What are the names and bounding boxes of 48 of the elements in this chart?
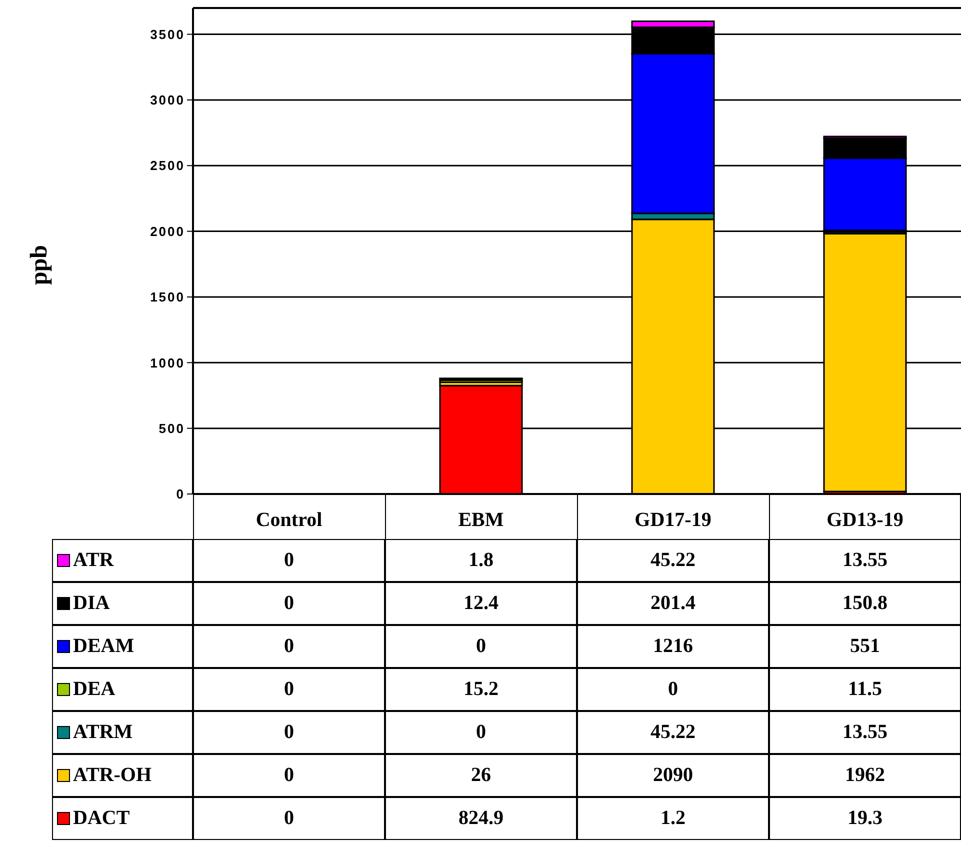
data-label: 0 [193, 754, 385, 797]
legend-label: ATR-OH [73, 764, 152, 787]
y-tick-label: 1000 [150, 355, 185, 370]
legend-label: DIA [73, 592, 110, 615]
y-axis-title: ppb [26, 244, 54, 286]
data-label: 1.2 [577, 797, 769, 840]
data-label: 0 [193, 668, 385, 711]
data-label: 12.4 [385, 582, 577, 625]
data-label: 26 [385, 754, 577, 797]
data-label: 0 [193, 539, 385, 582]
x-tick-label: EBM [458, 509, 504, 532]
y-tick-label: 500 [158, 420, 185, 436]
data-label: 0 [193, 797, 385, 840]
data-label: 150.8 [769, 582, 961, 625]
y-tick-label: 2500 [150, 158, 185, 174]
y-tick-label: 3000 [150, 92, 185, 108]
data-label: 19.3 [769, 797, 961, 840]
legend-label: DEA [73, 678, 116, 701]
data-label: 45.22 [577, 539, 769, 582]
legend-label: DEAM [73, 635, 134, 658]
data-label: 1962 [769, 754, 961, 797]
data-label: 13.55 [769, 711, 961, 754]
data-label: 0 [193, 625, 385, 668]
data-label: 45.22 [577, 711, 769, 754]
data-label: 1.8 [385, 539, 577, 582]
legend-label: ATR [73, 549, 114, 572]
x-tick-label: GD13-19 [826, 509, 904, 532]
x-tick-label: GD17-19 [634, 509, 712, 532]
data-label: 0 [193, 711, 385, 754]
legend-label: DACT [73, 807, 130, 830]
data-label: 0 [385, 711, 577, 754]
data-label: 201.4 [577, 582, 769, 625]
data-label: 11.5 [769, 668, 961, 711]
x-tick-label: Control [256, 509, 323, 532]
y-tick-label: 0 [176, 486, 185, 502]
data-label: 2090 [577, 754, 769, 797]
y-tick-label: 3500 [150, 26, 185, 42]
data-label: 0 [385, 625, 577, 668]
data-label: 0 [577, 668, 769, 711]
y-tick-label: 2000 [150, 224, 185, 239]
data-label: 0 [193, 582, 385, 625]
data-label: 1216 [577, 625, 769, 668]
data-label: 551 [769, 625, 961, 668]
data-label: 824.9 [385, 797, 577, 840]
legend-label: ATRM [73, 721, 133, 744]
y-tick-label: 1500 [150, 290, 185, 305]
data-label: 13.55 [769, 539, 961, 582]
data-label: 15.2 [385, 668, 577, 711]
